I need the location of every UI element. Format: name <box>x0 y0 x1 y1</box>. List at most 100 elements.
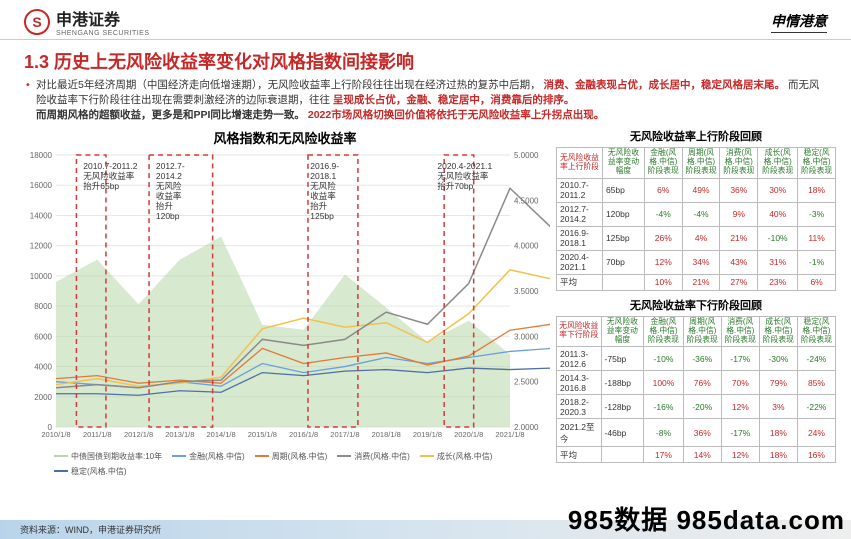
svg-text:5.0000: 5.0000 <box>514 151 539 160</box>
watermark: 985数据 985data.com <box>568 500 845 537</box>
brand-right: 申情港意 <box>771 11 827 33</box>
table-cell: 85% <box>797 371 835 395</box>
svg-text:收益率: 收益率 <box>310 191 336 201</box>
main-chart: 0200040006000800010000120001400016000180… <box>20 149 550 449</box>
table-cell: 70bp <box>602 250 644 274</box>
table-cell: 6% <box>798 274 836 290</box>
table-header: 无风险收益率变动幅度 <box>602 147 644 178</box>
svg-text:2.5000: 2.5000 <box>514 377 539 386</box>
table-cell: 平均 <box>557 274 603 290</box>
table-cell: 43% <box>720 250 758 274</box>
table-cell: 26% <box>644 226 682 250</box>
legend-item: 周期(风格.中信) <box>255 451 328 462</box>
table-cell: -128bp <box>601 395 644 419</box>
svg-text:2010/1/8: 2010/1/8 <box>41 430 70 439</box>
svg-text:2014.2: 2014.2 <box>156 171 182 181</box>
table-cell: 平均 <box>557 447 602 463</box>
svg-text:2017/1/8: 2017/1/8 <box>330 430 359 439</box>
table-row: 2010.7-2011.265bp6%49%36%30%18% <box>557 178 836 202</box>
bullet-p1a: 对比最近5年经济周期（中国经济走向低增速期），无风险收益率上行阶段往往出现在经济… <box>36 79 541 91</box>
svg-text:2013/1/8: 2013/1/8 <box>165 430 194 439</box>
svg-text:4000: 4000 <box>34 362 52 371</box>
bullet-p2a: 而周期风格的超额收益，更多是和PPI同比增速走势一致。 <box>36 109 305 121</box>
table-header: 稳定(风格.中信)阶段表现 <box>798 147 836 178</box>
svg-text:收益率: 收益率 <box>156 191 182 201</box>
table-cell: 34% <box>682 250 720 274</box>
table-cell: -16% <box>644 395 684 419</box>
table-cell: -46bp <box>601 419 644 447</box>
table-cell: 23% <box>758 274 798 290</box>
table-cell: 31% <box>758 250 798 274</box>
logo: S 申港证券 SHENGANG SECURITIES <box>24 6 150 37</box>
svg-text:4.0000: 4.0000 <box>514 241 539 250</box>
table-cell: 4% <box>682 226 720 250</box>
table-cell: 24% <box>797 419 835 447</box>
table-header: 消费(风格.中信)阶段表现 <box>721 316 759 347</box>
svg-text:6000: 6000 <box>34 332 52 341</box>
table-cell: -10% <box>758 226 798 250</box>
table-cell: 18% <box>798 178 836 202</box>
chart-column: 风格指数和无风险收益率 0200040006000800010000120001… <box>20 126 550 477</box>
table-cell: 12% <box>721 395 759 419</box>
table-row: 2021.2至今-46bp-8%36%-17%18%24% <box>557 419 836 447</box>
svg-text:14000: 14000 <box>30 211 53 220</box>
svg-text:抬升: 抬升 <box>156 201 174 211</box>
svg-text:16000: 16000 <box>30 181 53 190</box>
table-cell: 76% <box>683 371 721 395</box>
table-row: 2014.3-2016.8-188bp100%76%70%79%85% <box>557 371 836 395</box>
svg-text:2016/1/8: 2016/1/8 <box>289 430 318 439</box>
table-cell: 3% <box>759 395 797 419</box>
bullet-paragraph: 对比最近5年经济周期（中国经济走向低增速期），无风险收益率上行阶段往往出现在经济… <box>0 78 851 126</box>
svg-text:2014/1/8: 2014/1/8 <box>206 430 235 439</box>
svg-text:3.0000: 3.0000 <box>514 332 539 341</box>
table-cell: 12% <box>644 250 682 274</box>
table-cell: -4% <box>682 202 720 226</box>
svg-text:2016.9-: 2016.9- <box>310 161 339 171</box>
svg-text:2010.7-2011.2: 2010.7-2011.2 <box>83 161 137 171</box>
table-row: 2016.9-2018.1125bp26%4%21%-10%11% <box>557 226 836 250</box>
table-cell: 2011.3-2012.6 <box>557 347 602 371</box>
table-cell: 18% <box>759 447 797 463</box>
table-header: 金融(风格.中信)阶段表现 <box>644 147 682 178</box>
table-cell: -20% <box>683 395 721 419</box>
table-cell: 125bp <box>602 226 644 250</box>
table-cell: -17% <box>721 347 759 371</box>
svg-text:无风险: 无风险 <box>310 181 336 191</box>
section-title: 1.3 历史上无风险收益率变化对风格指数间接影响 <box>0 40 851 78</box>
table-cell: 27% <box>720 274 758 290</box>
table-cell: -22% <box>797 395 835 419</box>
logo-text: 申港证券 SHENGANG SECURITIES <box>56 6 150 37</box>
table-cell: 30% <box>758 178 798 202</box>
table-cell: 79% <box>759 371 797 395</box>
svg-text:无风险收益率: 无风险收益率 <box>437 171 489 181</box>
table-cell: -3% <box>798 202 836 226</box>
table-cell: -30% <box>759 347 797 371</box>
bullet-p1-red1: 消费、金融表现占优，成长居中，稳定风格居末尾。 <box>544 79 786 91</box>
table-cell: -10% <box>644 347 684 371</box>
table-row: 2011.3-2012.6-75bp-10%-36%-17%-30%-24% <box>557 347 836 371</box>
legend-item: 金融(风格.中信) <box>172 451 245 462</box>
svg-text:3.5000: 3.5000 <box>514 287 539 296</box>
table-cell: 21% <box>720 226 758 250</box>
table-header: 金融(风格.中信)阶段表现 <box>644 316 684 347</box>
top-bar: S 申港证券 SHENGANG SECURITIES 申情港意 <box>0 0 851 40</box>
table-cell <box>602 274 644 290</box>
table-header: 无风险收益率变动幅度 <box>601 316 644 347</box>
table-cell: 2012.7-2014.2 <box>557 202 603 226</box>
svg-text:120bp: 120bp <box>156 211 180 221</box>
svg-text:125bp: 125bp <box>310 211 334 221</box>
table-header: 周期(风格.中信)阶段表现 <box>683 316 721 347</box>
svg-text:2011/1/8: 2011/1/8 <box>83 430 112 439</box>
table-cell: 6% <box>644 178 682 202</box>
table-row: 2020.4-2021.170bp12%34%43%31%-1% <box>557 250 836 274</box>
table-cell: 36% <box>683 419 721 447</box>
legend-item: 成长(风格.中信) <box>420 451 493 462</box>
table-header: 成长(风格.中信)阶段表现 <box>759 316 797 347</box>
table-cell: -4% <box>644 202 682 226</box>
logo-mark: S <box>24 9 50 35</box>
chart-title: 风格指数和无风险收益率 <box>20 128 550 147</box>
svg-text:2000: 2000 <box>34 392 52 401</box>
table-cell: 10% <box>644 274 682 290</box>
table-cell: 17% <box>644 447 684 463</box>
svg-text:8000: 8000 <box>34 302 52 311</box>
